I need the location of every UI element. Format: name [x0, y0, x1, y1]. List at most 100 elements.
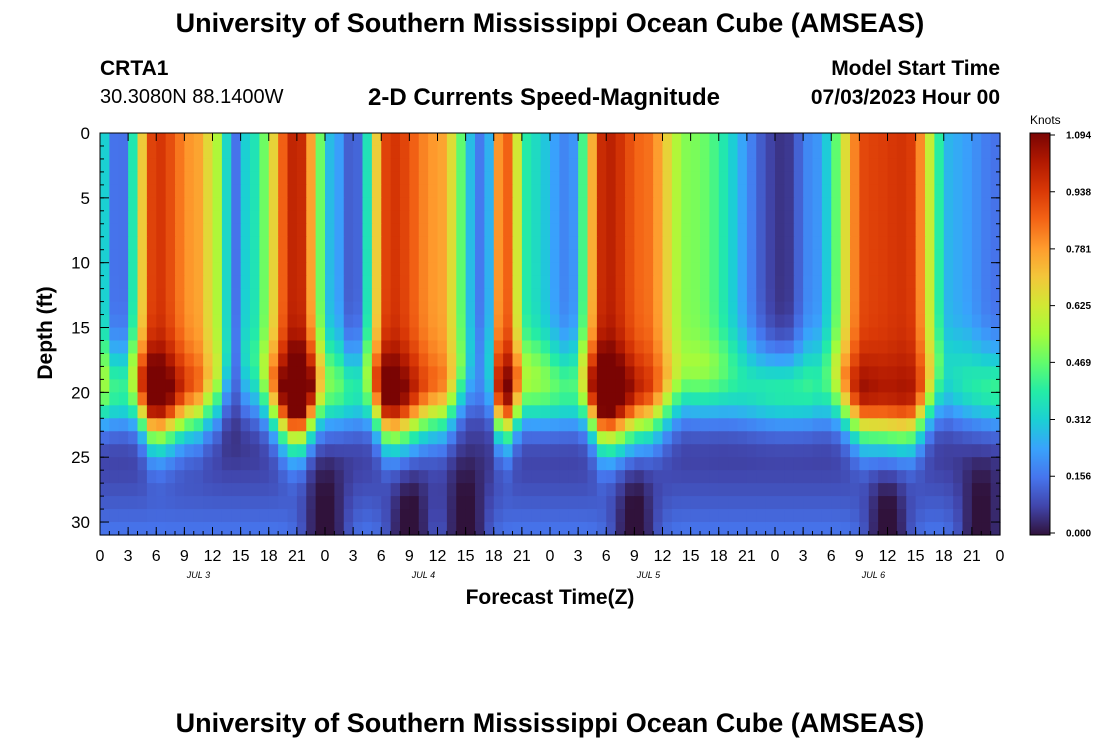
heatmap-cell [268, 379, 279, 393]
heatmap-cell [653, 184, 664, 199]
heatmap-cell [859, 483, 870, 497]
heatmap-cell [681, 275, 692, 290]
heatmap-cell [812, 288, 823, 303]
heatmap-cell [503, 522, 514, 536]
heatmap-cell [156, 522, 167, 536]
heatmap-cell [578, 470, 589, 484]
heatmap-cell [578, 210, 589, 225]
heatmap-cell [146, 457, 157, 471]
heatmap-cell [850, 314, 860, 329]
heatmap-cell [653, 327, 664, 342]
heatmap-cell [878, 457, 889, 471]
heatmap-cell [437, 314, 448, 329]
heatmap-cell [278, 158, 289, 173]
heatmap-cell [643, 405, 654, 419]
heatmap-cell [325, 158, 335, 173]
heatmap-cell [381, 483, 392, 497]
heatmap-cell [531, 249, 542, 264]
heatmap-cell [503, 275, 514, 290]
heatmap-cell [137, 418, 148, 432]
heatmap-cell [231, 457, 242, 471]
heatmap-cell [728, 314, 739, 329]
heatmap-cell [831, 133, 842, 147]
heatmap-cell [925, 197, 935, 212]
heatmap-cell [334, 522, 345, 536]
heatmap-cell [850, 197, 860, 212]
heatmap-cell [343, 197, 354, 212]
heatmap-cell [250, 509, 260, 523]
heatmap-cell [128, 444, 139, 458]
heatmap-cell [662, 340, 673, 355]
heatmap-cell [334, 236, 345, 251]
heatmap-cell [146, 431, 157, 445]
heatmap-cell [746, 210, 757, 225]
heatmap-cell [437, 171, 448, 186]
heatmap-cell [868, 470, 879, 484]
heatmap-cell [925, 301, 935, 316]
heatmap-cell [325, 210, 335, 225]
heatmap-cell [643, 509, 654, 523]
heatmap-cell [662, 171, 673, 186]
heatmap-cell [315, 236, 326, 251]
heatmap-cell [953, 145, 964, 160]
heatmap-cell [550, 522, 560, 536]
heatmap-cell [184, 483, 195, 497]
heatmap-cell [690, 158, 701, 173]
heatmap-cell [559, 301, 570, 316]
heatmap-cell [850, 470, 860, 484]
heatmap-cell [531, 457, 542, 471]
heatmap-cell [381, 275, 392, 290]
heatmap-cell [831, 379, 842, 393]
heatmap-cell [465, 366, 476, 380]
heatmap-cell [728, 353, 739, 368]
heatmap-cell [203, 327, 214, 342]
heatmap-cell [859, 496, 870, 510]
heatmap-cell [578, 353, 589, 368]
y-tick-label: 0 [81, 124, 90, 143]
heatmap-cell [306, 288, 317, 303]
heatmap-cell [100, 249, 110, 264]
heatmap-cell [850, 418, 860, 432]
heatmap-cell [287, 171, 298, 186]
heatmap-cell [400, 340, 410, 355]
heatmap-cell [746, 405, 757, 419]
heatmap-cell [296, 158, 307, 173]
heatmap-cell [175, 392, 185, 406]
heatmap-cell [718, 457, 729, 471]
heatmap-cell [156, 444, 167, 458]
heatmap-cell [109, 262, 120, 277]
heatmap-cell [240, 470, 251, 484]
heatmap-cell [418, 249, 429, 264]
heatmap-cell [128, 366, 139, 380]
heatmap-cell [503, 483, 514, 497]
heatmap-cell [296, 405, 307, 419]
heatmap-cell [709, 158, 720, 173]
heatmap-cell [371, 431, 382, 445]
heatmap-cell [296, 262, 307, 277]
heatmap-cell [315, 210, 326, 225]
heatmap-cell [118, 223, 129, 238]
heatmap-cell [371, 301, 382, 316]
heatmap-cell [184, 145, 195, 160]
heatmap-cell [418, 133, 429, 147]
heatmap-cell [643, 431, 654, 445]
heatmap-cell [596, 457, 607, 471]
heatmap-cell [934, 379, 945, 393]
heatmap-cell [784, 145, 795, 160]
heatmap-cell [418, 457, 429, 471]
heatmap-cell [184, 184, 195, 199]
heatmap-cell [465, 431, 476, 445]
heatmap-cell [531, 405, 542, 419]
heatmap-cell [334, 314, 345, 329]
heatmap-cell [746, 288, 757, 303]
heatmap-cell [137, 236, 148, 251]
heatmap-cell [381, 379, 392, 393]
heatmap-cell [775, 145, 785, 160]
heatmap-cell [540, 171, 551, 186]
heatmap-cell [100, 301, 110, 316]
heatmap-cell [334, 366, 345, 380]
heatmap-cell [250, 327, 260, 342]
heatmap-cell [850, 457, 860, 471]
heatmap-cell [221, 133, 232, 147]
heatmap-cell [896, 133, 907, 147]
